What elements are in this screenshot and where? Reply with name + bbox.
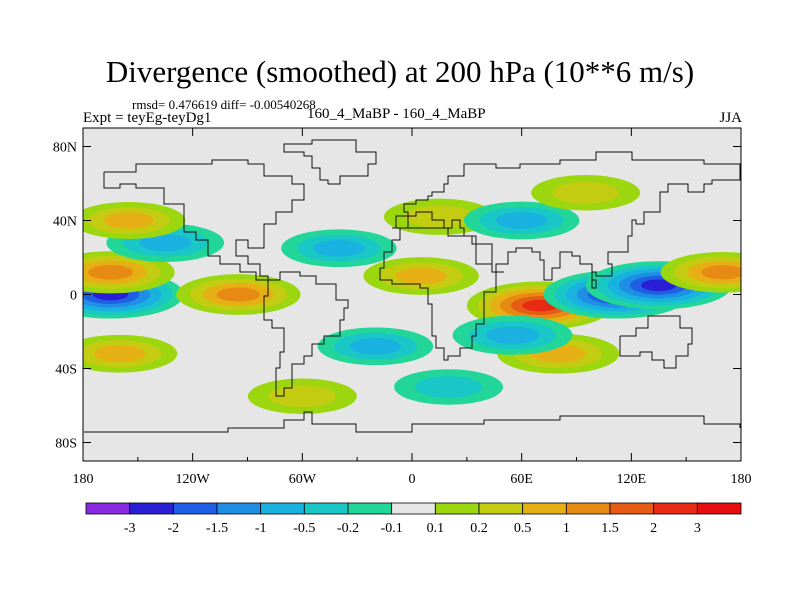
colorbar-label: -2 xyxy=(167,521,179,536)
x-tick-label: 0 xyxy=(409,472,416,487)
contour-pos-band-pacific-north-3 xyxy=(88,264,133,280)
chart-title: Divergence (smoothed) at 200 hPa (10**6 … xyxy=(105,54,695,89)
colorbar-label: 3 xyxy=(694,521,701,536)
x-tick-label: 120W xyxy=(176,472,211,487)
map-layer xyxy=(83,128,741,461)
y-tick-label: 80N xyxy=(53,141,77,156)
field-feature-neg-asia-40n xyxy=(463,201,580,240)
colorbar-label: -1.5 xyxy=(206,521,228,536)
field-feature-neg-south-atlantic xyxy=(317,327,434,366)
colorbar-label: 0.5 xyxy=(514,521,532,536)
colorbar-swatch-10 xyxy=(522,502,567,515)
y-tick-label: 80S xyxy=(55,437,77,452)
x-tick-label: 60E xyxy=(510,472,533,487)
colorbar-swatch-13 xyxy=(653,502,698,515)
contour-pos-north-pacific-2 xyxy=(103,212,154,229)
contour-neg-asia-40n-2 xyxy=(495,212,548,229)
contour-neg-north-pacific-2 xyxy=(139,234,192,252)
colorbar-swatch-1 xyxy=(129,502,174,515)
field-feature-pos-south-pacific xyxy=(83,334,178,373)
colorbar-swatch-8 xyxy=(434,502,480,515)
x-tick-label: 120E xyxy=(617,472,647,487)
colorbar: -3 -2 -1.5 -1 -0.5 -0.2 -0.1 0.1 0.2 0.5 1 1.5 2 3 xyxy=(85,502,742,536)
x-tick-label: 60W xyxy=(289,472,317,487)
field-feature-neg-north-atlantic xyxy=(281,229,397,268)
colorbar-label: 0.2 xyxy=(470,521,488,536)
field-feature-pos-atlantic xyxy=(176,274,301,315)
y-tick-label: 0 xyxy=(70,289,77,304)
field-feature-pos-southern-ocean xyxy=(247,378,357,415)
colorbar-label: -0.1 xyxy=(381,521,403,536)
case-label: 160_4_MaBP - 160_4_MaBP xyxy=(307,106,486,122)
colorbar-swatch-9 xyxy=(478,502,524,515)
coastline-south-america xyxy=(263,271,349,397)
colorbar-label: 1.5 xyxy=(601,521,619,536)
contour-neg-southern-ocean-1 xyxy=(415,376,483,398)
colorbar-label: 0.1 xyxy=(427,521,445,536)
field-feature-pos-africa-equator xyxy=(363,257,479,295)
colorbar-label: -1 xyxy=(255,521,267,536)
contour-neg-south-atlantic-2 xyxy=(349,337,402,355)
coastline-africa xyxy=(379,227,504,361)
colorbar-swatch-0 xyxy=(85,502,131,515)
y-tick-label: 40S xyxy=(55,363,77,378)
colorbar-swatch-7 xyxy=(391,502,436,515)
contour-neg-north-atlantic-2 xyxy=(313,239,365,257)
colorbar-label: -0.5 xyxy=(293,521,315,536)
contour-pos-europe-1 xyxy=(405,205,474,228)
x-tick-label: 180 xyxy=(73,472,94,487)
colorbar-swatch-12 xyxy=(609,502,655,515)
field-feature-neg-south-indian xyxy=(452,315,573,355)
coastline-australia xyxy=(619,315,693,369)
coastline-eurasia xyxy=(392,151,741,289)
colorbar-swatch-2 xyxy=(172,502,218,515)
axis-ticks: 180 120W 60W 0 60E 120E 180 80N 40N 0 40S 80S xyxy=(53,128,752,487)
colorbar-label: 1 xyxy=(563,521,570,536)
contour-pos-southern-ocean-1 xyxy=(268,385,336,408)
contour-pos-south-pacific-2 xyxy=(93,345,146,363)
contour-pos-atlantic-3 xyxy=(216,287,260,302)
season-label: JJA xyxy=(719,110,742,126)
colorbar-swatch-11 xyxy=(565,502,611,515)
coastline-antarctica xyxy=(84,411,741,433)
field-feature-pos-band-pacific-north xyxy=(83,251,175,294)
colorbar-label: -3 xyxy=(124,521,136,536)
contour-neg-south-indian-2 xyxy=(485,326,540,344)
x-tick-label: 180 xyxy=(731,472,752,487)
contour-pos-africa-equator-2 xyxy=(395,267,447,285)
colorbar-label: 2 xyxy=(650,521,657,536)
coastline-greenland xyxy=(283,139,377,185)
coastline-north-america xyxy=(103,159,305,281)
experiment-label: Expt = teyEg-teyDg1 xyxy=(83,110,212,126)
stats-text: rmsd= 0.476619 diff= -0.00540268 xyxy=(132,97,316,112)
field-feature-pos-west-pacific-north xyxy=(660,251,741,293)
colorbar-swatch-14 xyxy=(696,502,742,515)
field-feature-neg-southern-ocean xyxy=(394,369,504,405)
colorbar-label: -0.2 xyxy=(337,521,359,536)
colorbar-swatch-4 xyxy=(260,502,305,515)
colorbar-swatch-3 xyxy=(216,502,262,515)
field-feature-pos-asia-50n xyxy=(531,174,641,211)
contour-pos-asia-50n-1 xyxy=(552,181,620,204)
contour-pos-west-pacific-north-3 xyxy=(701,265,741,280)
colorbar-swatch-5 xyxy=(303,502,349,515)
y-tick-label: 40N xyxy=(53,215,77,230)
coastlines xyxy=(84,139,741,433)
colorbar-swatch-6 xyxy=(347,502,393,515)
contour-neg-west-pacific-5 xyxy=(641,279,677,292)
field-feature-pos-north-pacific xyxy=(83,202,186,239)
